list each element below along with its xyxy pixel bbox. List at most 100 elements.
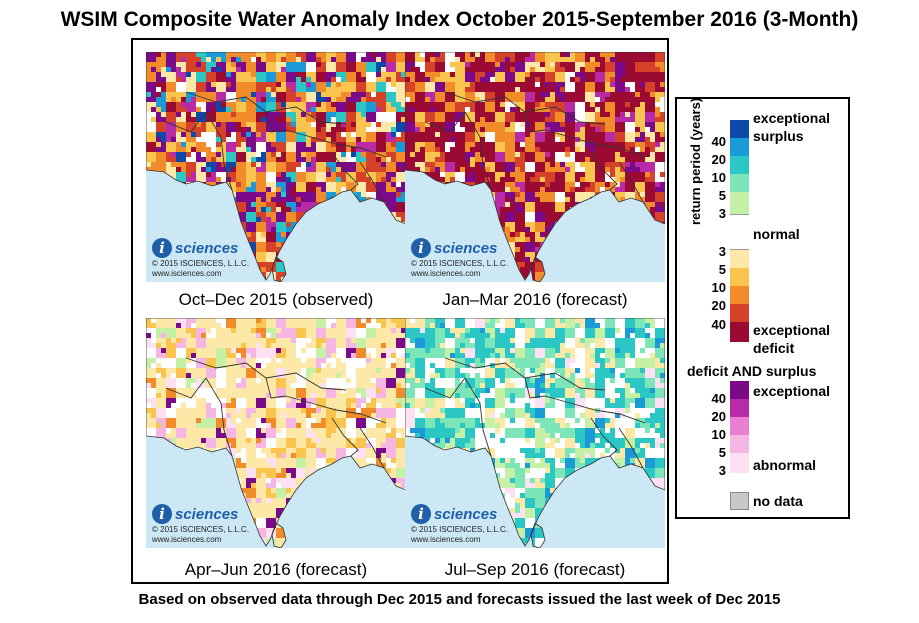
num-surplus-3: 3 <box>718 206 726 221</box>
map-apr-jun-2016: i sciences © 2015 ISCIENCES, L.L.C. www.i… <box>146 318 406 548</box>
swatch-deficit-10 <box>730 286 749 304</box>
num-deficit-40: 40 <box>711 317 726 332</box>
swatch-surplus-3 <box>730 192 749 214</box>
logo-url: www.isciences.com <box>152 535 222 544</box>
map-canvas <box>146 52 406 282</box>
country-border <box>165 111 207 133</box>
country-border <box>359 427 385 469</box>
logo-copyright: © 2015 ISCIENCES, L.L.C. <box>411 525 509 534</box>
swatch-surplus-20 <box>730 138 749 156</box>
swatch-surplus-10 <box>730 156 749 174</box>
i-badge: i <box>411 504 431 524</box>
logo-name: sciences <box>434 239 498 257</box>
num-both-20: 20 <box>711 409 726 424</box>
logo-name: sciences <box>175 505 239 523</box>
isciences-logo: i sciences © 2015 ISCIENCES, L.L.C. www.i… <box>152 504 249 544</box>
map-canvas <box>405 318 665 548</box>
swatch-both-40 <box>730 381 749 399</box>
num-deficit-5: 5 <box>718 262 726 277</box>
country-border <box>464 111 492 191</box>
country-border <box>285 129 387 158</box>
swatch-deficit-20 <box>730 304 749 322</box>
country-border <box>331 417 359 457</box>
swatch-deficit-5 <box>730 268 749 286</box>
label-exceptional-surplus-1: exceptional <box>753 110 831 126</box>
label-both-exceptional: exceptional <box>753 383 831 399</box>
num-deficit-20: 20 <box>711 298 726 313</box>
country-border <box>424 111 466 133</box>
country-border <box>331 151 359 191</box>
isciences-logo: i sciences © 2015 ISCIENCES, L.L.C. www.i… <box>152 238 249 278</box>
num-both-3: 3 <box>718 463 726 478</box>
country-border <box>464 377 492 457</box>
num-surplus-10: 10 <box>711 170 726 185</box>
i-badge: i <box>152 238 172 258</box>
caption-jul-sep-2016: Jul–Sep 2016 (forecast) <box>444 560 626 579</box>
swatch-both-20 <box>730 399 749 417</box>
country-border <box>544 129 646 158</box>
country-border <box>265 377 287 399</box>
i-badge: i <box>411 238 431 258</box>
label-exceptional-deficit-2: deficit <box>753 340 795 356</box>
swatch-deficit-40 <box>730 322 749 342</box>
num-both-10: 10 <box>711 427 726 442</box>
country-border <box>544 395 646 424</box>
swatch-normal <box>730 214 749 250</box>
country-border <box>618 427 644 469</box>
country-border <box>590 151 618 191</box>
logo-url: www.isciences.com <box>152 269 222 278</box>
map-jul-sep-2016: i sciences © 2015 ISCIENCES, L.L.C. www.i… <box>405 318 665 548</box>
map-oct-dec-2015: i sciences © 2015 ISCIENCES, L.L.C. www.i… <box>146 52 406 282</box>
swatch-both-3 <box>730 453 749 473</box>
country-border <box>205 377 233 457</box>
num-both-5: 5 <box>718 445 726 460</box>
caption-apr-jun-2016: Apr–Jun 2016 (forecast) <box>184 560 368 579</box>
num-surplus-5: 5 <box>718 188 726 203</box>
country-border <box>524 377 546 399</box>
map-jan-mar-2016: i sciences © 2015 ISCIENCES, L.L.C. www.i… <box>405 52 665 282</box>
swatch-no-data <box>730 492 749 510</box>
country-border <box>359 161 385 203</box>
label-normal: normal <box>753 226 800 242</box>
country-border <box>524 111 546 133</box>
logo-copyright: © 2015 ISCIENCES, L.L.C. <box>152 259 250 268</box>
logo-url: www.isciences.com <box>411 269 481 278</box>
logo-copyright: © 2015 ISCIENCES, L.L.C. <box>152 525 250 534</box>
isciences-logo: i sciences © 2015 ISCIENCES, L.L.C. www.i… <box>411 504 508 544</box>
legend-box <box>675 97 850 519</box>
country-border <box>618 161 644 203</box>
map-canvas <box>146 318 406 548</box>
isciences-logo: i sciences © 2015 ISCIENCES, L.L.C. www.i… <box>411 238 508 278</box>
coastline <box>271 522 287 548</box>
caption-jan-mar-2016: Jan–Mar 2016 (forecast) <box>442 290 628 309</box>
num-deficit-10: 10 <box>711 280 726 295</box>
num-deficit-3: 3 <box>718 244 726 259</box>
country-border <box>205 111 233 191</box>
coastline <box>530 522 546 548</box>
num-surplus-20: 20 <box>711 152 726 167</box>
maps-frame <box>131 38 669 584</box>
swatch-surplus-5 <box>730 174 749 192</box>
country-border <box>265 111 287 133</box>
logo-copyright: © 2015 ISCIENCES, L.L.C. <box>411 259 509 268</box>
label-no-data: no data <box>753 493 803 509</box>
country-border <box>165 377 207 399</box>
caption-oct-dec-2015: Oct–Dec 2015 (observed) <box>178 290 374 309</box>
label-deficit-and-surplus: deficit AND surplus <box>687 363 817 379</box>
swatch-surplus-40 <box>730 120 749 138</box>
country-border <box>424 377 466 399</box>
logo-name: sciences <box>175 239 239 257</box>
logo-name: sciences <box>434 505 498 523</box>
label-exceptional-surplus-2: surplus <box>753 128 804 144</box>
country-border <box>285 395 387 424</box>
logo-url: www.isciences.com <box>411 535 481 544</box>
swatch-both-5 <box>730 435 749 453</box>
num-both-40: 40 <box>711 391 726 406</box>
label-exceptional-deficit-1: exceptional <box>753 322 831 338</box>
legend-axis-label: return period (years) <box>688 97 703 225</box>
num-surplus-40: 40 <box>711 134 726 149</box>
swatch-deficit-3 <box>730 250 749 268</box>
coastline <box>271 256 287 282</box>
coastline <box>530 256 546 282</box>
i-badge: i <box>152 504 172 524</box>
